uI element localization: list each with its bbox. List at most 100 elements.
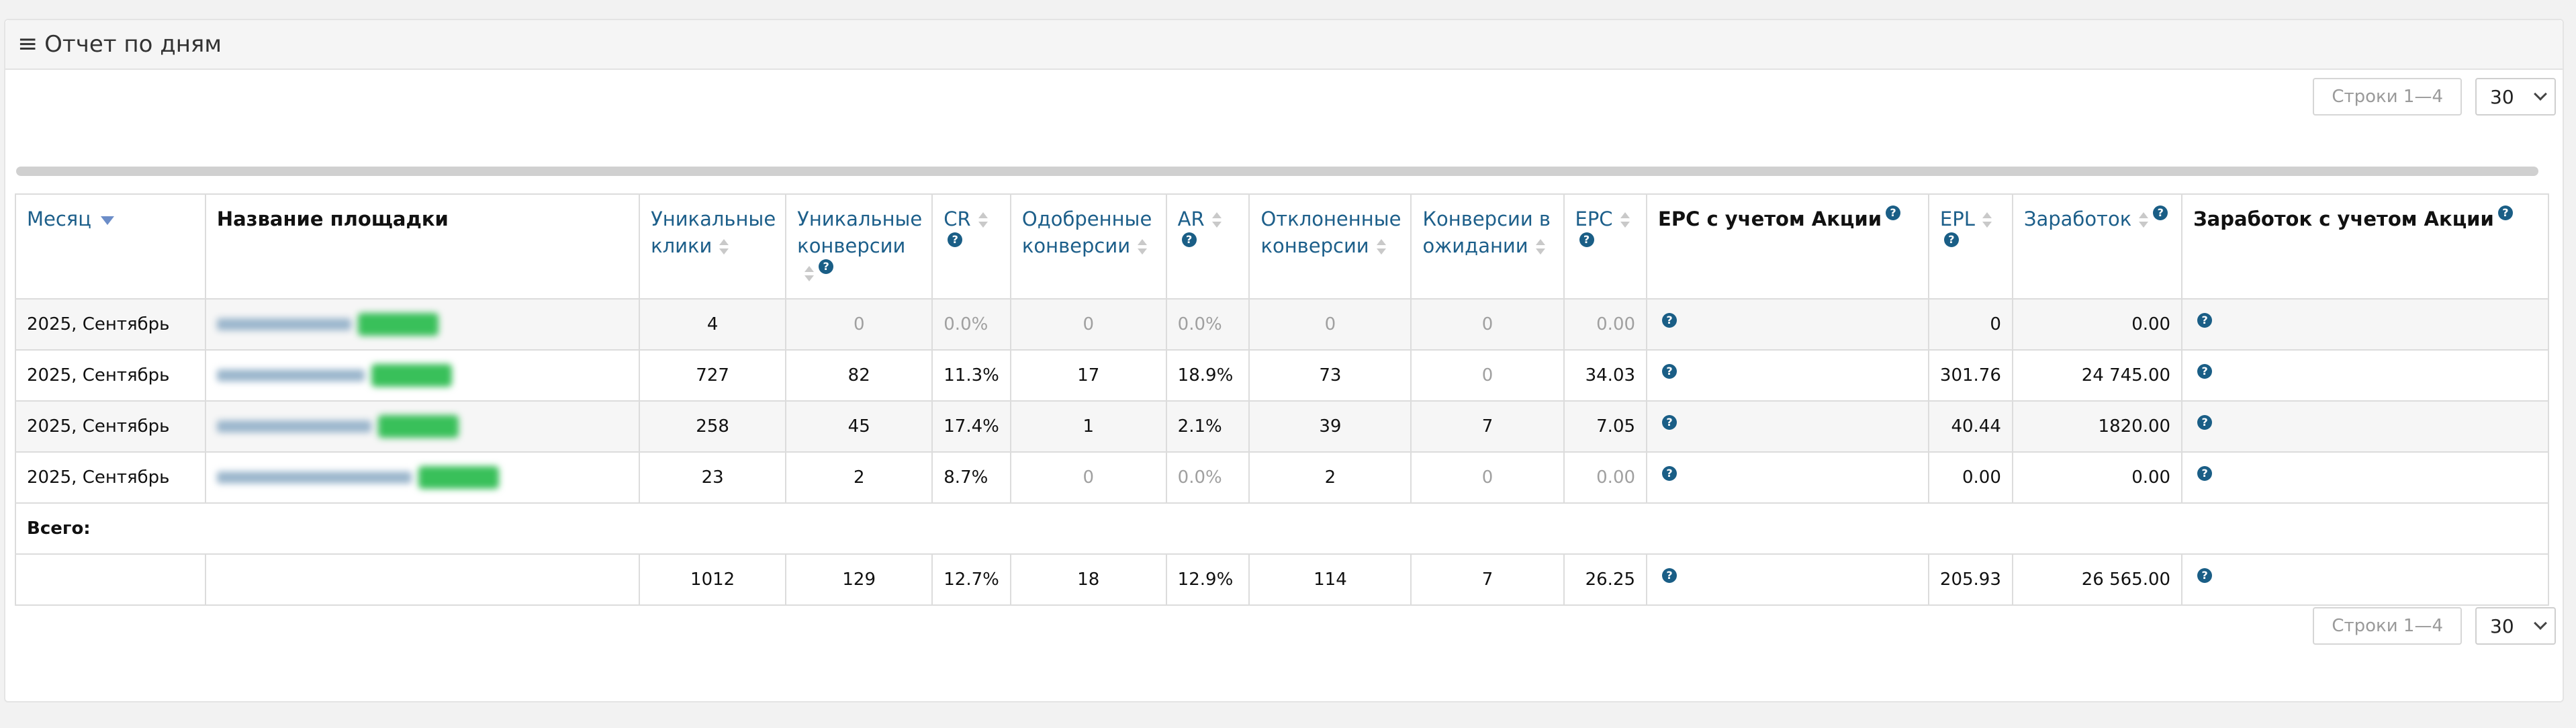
column-header-month[interactable]: Месяц (15, 193, 206, 300)
promo-cell: ? (2181, 400, 2549, 453)
cell-epc: 0.00 (1563, 298, 1648, 351)
help-icon[interactable]: ? (2197, 312, 2213, 328)
column-header-ar[interactable]: AR? (1165, 193, 1250, 300)
cell-unique_conversions: 82 (785, 349, 933, 402)
panel-title: Отчет по дням (44, 31, 222, 58)
panel-header: ≡ Отчет по дням (5, 20, 2563, 70)
column-label: Уникальные клики (651, 208, 776, 257)
promo-cell: ? (2181, 553, 2549, 606)
help-icon[interactable]: ? (2497, 206, 2513, 220)
cell-unique_conversions: 2 (785, 451, 933, 504)
sort-icon[interactable] (804, 265, 815, 283)
cell-rejected: 0 (1248, 298, 1412, 351)
table-header-row: Месяц Название площадки Уникальные клики Ун… (15, 193, 2549, 300)
table-row: 2025, Сентябрь 4 0 0.0% 0 0.0% 0 0 0.00? 0 0.00? (15, 298, 2549, 351)
column-header-unique_conversions[interactable]: Уникальные конверсии? (785, 193, 933, 300)
help-icon[interactable]: ? (2197, 363, 2213, 379)
help-icon[interactable]: ? (2153, 206, 2168, 220)
cell-unique_clicks: 727 (639, 349, 787, 402)
redacted-site-link[interactable] (216, 313, 439, 336)
status-badge (357, 313, 439, 336)
cell-ar: 0.0% (1165, 298, 1250, 351)
help-icon[interactable]: ? (1886, 206, 1901, 220)
redacted-site-link[interactable] (216, 415, 459, 438)
help-icon[interactable]: ? (1662, 414, 1677, 430)
menu-icon[interactable]: ≡ (17, 30, 38, 58)
horizontal-scrollbar[interactable] (16, 167, 2538, 176)
site-name-cell (204, 451, 641, 504)
column-header-pending[interactable]: Конверсии в ожидании (1410, 193, 1565, 300)
total-label: Всего: (15, 502, 2549, 555)
cell-unique_clicks: 4 (639, 298, 787, 351)
redacted-site-link[interactable] (216, 466, 499, 489)
pager-top: Строки 1—4 30 (2313, 78, 2556, 116)
help-icon[interactable]: ? (1943, 232, 1959, 247)
sort-icon[interactable] (1137, 238, 1148, 257)
sort-icon[interactable] (1376, 238, 1387, 257)
cell-earnings: 0.00 (2011, 451, 2183, 504)
rows-range-label: Строки 1—4 (2313, 78, 2462, 116)
total-cr: 12.7% (931, 553, 1011, 606)
column-label: Название площадки (216, 208, 449, 230)
cell-approved: 17 (1009, 349, 1167, 402)
cell-rejected: 2 (1248, 451, 1412, 504)
help-icon[interactable]: ? (1662, 567, 1677, 583)
column-header-approved[interactable]: Одобренные конверсии (1009, 193, 1167, 300)
sort-icon[interactable] (1211, 211, 1222, 230)
sort-desc-icon[interactable] (101, 216, 114, 225)
cell-month: 2025, Сентябрь (15, 349, 206, 402)
total-approved: 18 (1009, 553, 1167, 606)
cell-pending: 0 (1410, 298, 1565, 351)
status-badge (418, 466, 499, 489)
redacted-text (216, 369, 365, 381)
help-icon[interactable]: ? (948, 232, 963, 247)
table-row: 2025, Сентябрь 23 2 8.7% 0 0.0% 2 0 0.00? 0.00 0.0… (15, 451, 2549, 504)
cell-cr: 0.0% (931, 298, 1011, 351)
help-icon[interactable]: ? (819, 259, 834, 274)
sort-icon[interactable] (1535, 238, 1546, 257)
help-icon[interactable]: ? (1181, 232, 1197, 247)
page-size-select[interactable]: 30 (2475, 607, 2556, 645)
chevron-down-icon (2534, 617, 2547, 630)
cell-epl: 301.76 (1927, 349, 2013, 402)
help-icon[interactable]: ? (2197, 465, 2213, 481)
total-unique_conversions: 129 (785, 553, 933, 606)
help-icon[interactable]: ? (1662, 312, 1677, 328)
sort-icon[interactable] (2138, 211, 2149, 230)
column-header-earnings[interactable]: Заработок? (2011, 193, 2183, 300)
redacted-site-link[interactable] (216, 364, 452, 387)
redacted-text (216, 318, 351, 330)
column-header-epc[interactable]: EPC? (1563, 193, 1648, 300)
total-epl: 205.93 (1927, 553, 2013, 606)
total-unique_clicks: 1012 (639, 553, 787, 606)
sort-icon[interactable] (978, 211, 988, 230)
sort-icon[interactable] (1982, 211, 1992, 230)
column-header-epl[interactable]: EPL? (1927, 193, 2013, 300)
column-label: AR (1177, 208, 1205, 230)
cell-approved: 0 (1009, 298, 1167, 351)
column-label: Заработок (2023, 208, 2132, 230)
column-label: Заработок с учетом Акции (2193, 208, 2494, 230)
cell-unique_conversions: 45 (785, 400, 933, 453)
promo-cell: ? (1646, 349, 1929, 402)
total-month (15, 553, 206, 606)
promo-cell: ? (2181, 349, 2549, 402)
cell-earnings: 0.00 (2011, 298, 2183, 351)
column-header-rejected[interactable]: Отклоненные конверсии (1248, 193, 1412, 300)
column-header-epc_promo: EPC с учетом Акции? (1646, 193, 1929, 300)
cell-unique_conversions: 0 (785, 298, 933, 351)
promo-cell: ? (1646, 400, 1929, 453)
help-icon[interactable]: ? (2197, 567, 2213, 583)
column-header-cr[interactable]: CR? (931, 193, 1011, 300)
page-size-select[interactable]: 30 (2475, 78, 2556, 116)
sort-icon[interactable] (1620, 211, 1630, 230)
sort-icon[interactable] (719, 238, 729, 257)
column-label: Уникальные конверсии (797, 208, 923, 257)
total-row: 1012 129 12.7% 18 12.9% 114 7 26.25? 205.93 26 56… (15, 553, 2549, 606)
help-icon[interactable]: ? (2197, 414, 2213, 430)
help-icon[interactable]: ? (1662, 465, 1677, 481)
column-header-unique_clicks[interactable]: Уникальные клики (639, 193, 787, 300)
help-icon[interactable]: ? (1579, 232, 1594, 247)
help-icon[interactable]: ? (1662, 363, 1677, 379)
promo-cell: ? (1646, 553, 1929, 606)
